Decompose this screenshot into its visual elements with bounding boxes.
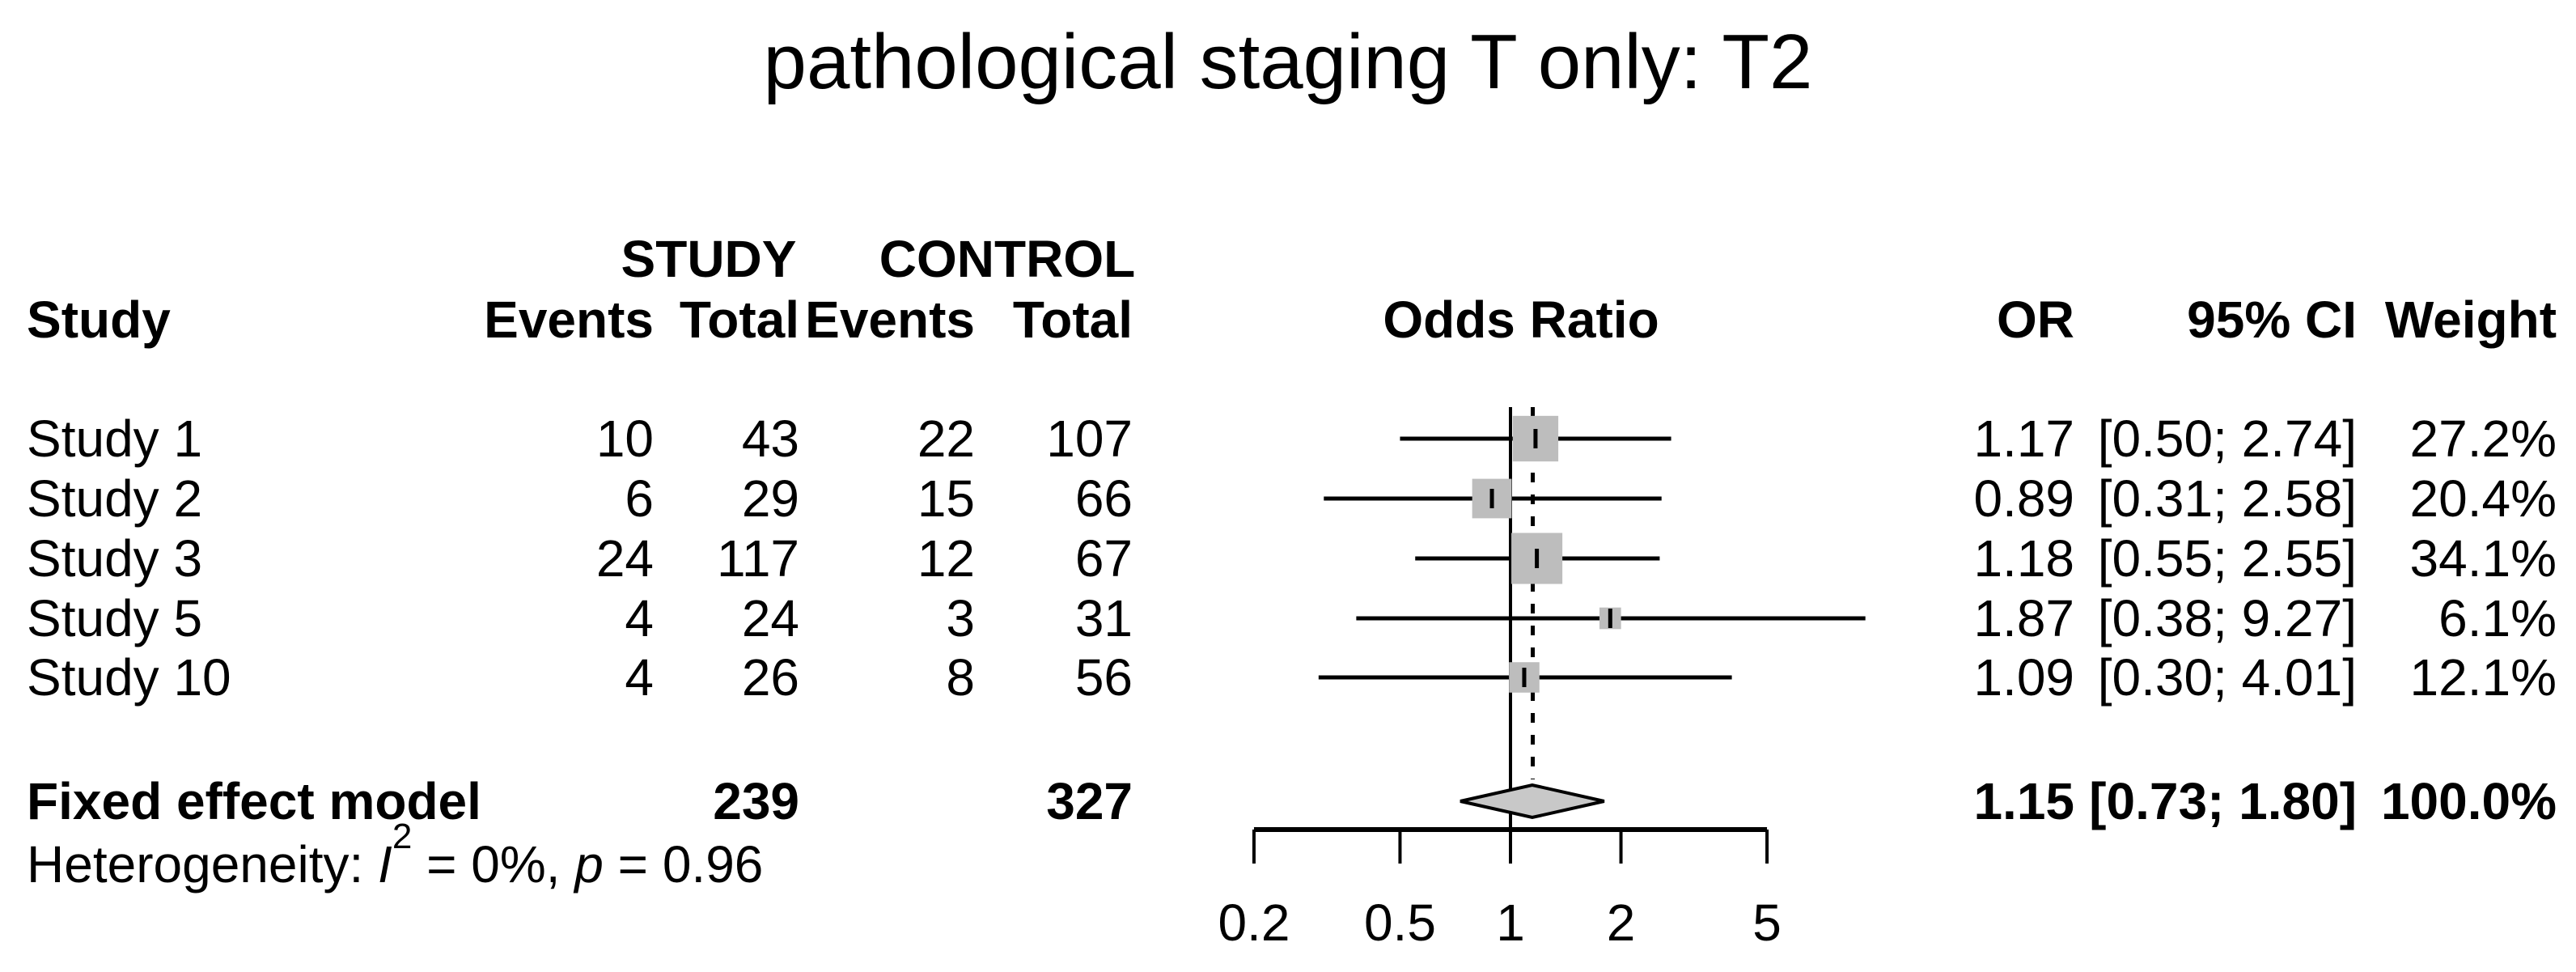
weight-value: 12.1% <box>2409 648 2557 707</box>
heterogeneity-prefix: Heterogeneity: <box>27 835 379 893</box>
point-estimate-tick <box>1489 489 1494 508</box>
weight-value: 20.4% <box>2409 469 2557 528</box>
x-axis-tick-label: 0.2 <box>1218 893 1290 952</box>
study-label: Study 3 <box>27 529 203 588</box>
study-label: Study 2 <box>27 469 203 528</box>
ci-value: [0.50; 2.74] <box>2097 410 2357 468</box>
events-control-value: 3 <box>946 589 975 647</box>
total-study-value: 29 <box>741 469 799 528</box>
total-control-value: 107 <box>1046 410 1133 468</box>
or-value: 0.89 <box>1973 469 2074 528</box>
events-study-value: 24 <box>595 529 654 588</box>
events-study-value: 10 <box>595 410 654 468</box>
column-header-events-control: Events <box>805 291 975 349</box>
events-study-value: 4 <box>625 648 654 707</box>
events-control-value: 12 <box>917 529 975 588</box>
pooled-or-value: 1.15 <box>1973 772 2074 830</box>
study-label: Study 1 <box>27 410 203 468</box>
column-header-total-study: Total <box>679 291 799 349</box>
or-value: 1.87 <box>1973 589 2074 647</box>
total-study-value: 117 <box>716 529 799 588</box>
point-estimate-tick <box>1608 609 1612 628</box>
weight-value: 27.2% <box>2409 410 2557 468</box>
page-title: pathological staging T only: T2 <box>763 19 1813 105</box>
column-header-total-control: Total <box>1012 291 1133 349</box>
column-header-events-study: Events <box>484 291 654 349</box>
total-control-value: 31 <box>1074 589 1133 647</box>
ci-value: [0.38; 9.27] <box>2097 589 2357 647</box>
total-study-value: 24 <box>741 589 799 647</box>
column-header-ci: 95% CI <box>2187 291 2357 349</box>
p-symbol: p <box>574 835 604 893</box>
heterogeneity-note: Heterogeneity: I2 = 0%, p = 0.96 <box>27 818 764 894</box>
weight-value: 6.1% <box>2438 589 2557 647</box>
i-squared-exponent: 2 <box>392 816 413 856</box>
column-group-study: STUDY <box>621 230 797 288</box>
pooled-weight-value: 100.0% <box>2380 772 2557 830</box>
column-header-study: Study <box>27 291 171 349</box>
heterogeneity-value: = 0%, <box>412 835 575 893</box>
or-value: 1.17 <box>1973 410 2074 468</box>
events-study-value: 6 <box>625 469 654 528</box>
or-value: 1.09 <box>1973 648 2074 707</box>
events-study-value: 4 <box>625 589 654 647</box>
total-study-value: 43 <box>741 410 799 468</box>
x-axis-tick-label: 0.5 <box>1364 893 1436 952</box>
total-control-value: 66 <box>1074 469 1133 528</box>
study-label: Study 5 <box>27 589 203 647</box>
total-control-value: 56 <box>1074 648 1133 707</box>
ci-value: [0.31; 2.58] <box>2097 469 2357 528</box>
or-value: 1.18 <box>1973 529 2074 588</box>
point-estimate-tick <box>1522 668 1527 687</box>
point-estimate-tick <box>1533 429 1538 448</box>
study-label: Study 10 <box>27 648 231 707</box>
pooled-diamond <box>1460 783 1605 820</box>
p-value: = 0.96 <box>603 835 764 893</box>
x-axis-tick-label: 5 <box>1752 893 1782 952</box>
i-squared-symbol: I <box>378 835 392 893</box>
column-header-weight: Weight <box>2384 291 2557 349</box>
pooled-total-control: 327 <box>1046 772 1133 830</box>
events-control-value: 8 <box>946 648 975 707</box>
events-control-value: 15 <box>917 469 975 528</box>
ci-value: [0.55; 2.55] <box>2097 529 2357 588</box>
ci-value: [0.30; 4.01] <box>2097 648 2357 707</box>
pooled-ci-value: [0.73; 1.80] <box>2089 772 2357 830</box>
column-group-control: CONTROL <box>879 230 1136 288</box>
pooled-label: Fixed effect model <box>27 772 481 830</box>
total-study-value: 26 <box>741 648 799 707</box>
total-control-value: 67 <box>1074 529 1133 588</box>
column-header-odds-ratio: Odds Ratio <box>1383 291 1659 349</box>
column-header-or: OR <box>1997 291 2074 349</box>
point-estimate-tick <box>1535 549 1540 568</box>
x-axis-tick-label: 2 <box>1607 893 1636 952</box>
events-control-value: 22 <box>917 410 975 468</box>
x-axis-tick-label: 1 <box>1496 893 1525 952</box>
pooled-total-study: 239 <box>713 772 799 830</box>
weight-value: 34.1% <box>2409 529 2557 588</box>
